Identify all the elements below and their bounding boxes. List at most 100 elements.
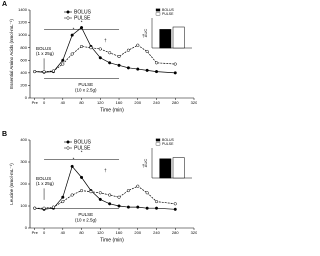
x-tick-label: Pre — [32, 230, 39, 235]
data-point — [126, 189, 130, 193]
data-point — [126, 66, 130, 70]
panel-letter: B — [2, 131, 7, 138]
data-point — [61, 58, 65, 62]
y-tick-label: 300 — [20, 159, 27, 164]
bar — [159, 29, 172, 49]
data-point — [117, 195, 121, 199]
y-tick-label: 400 — [20, 70, 27, 75]
y-tick-label: 1000 — [18, 32, 28, 37]
data-point — [117, 63, 121, 67]
data-point — [51, 205, 55, 209]
y-axis-label: AUC — [143, 29, 148, 38]
legend-swatch — [155, 142, 161, 146]
data-point — [51, 69, 55, 73]
y-axis-label: Essential Amino Acids (nmol·mL⁻¹) — [9, 19, 14, 89]
x-tick-label: 280 — [172, 230, 179, 235]
data-point — [145, 206, 149, 210]
data-point — [117, 204, 121, 208]
series-line — [34, 185, 176, 209]
data-point — [98, 56, 102, 60]
y-axis-label: AUC — [143, 159, 148, 168]
annotation: PULSE — [78, 212, 93, 217]
data-point — [108, 193, 112, 197]
data-point — [108, 202, 112, 206]
x-tick-label: 80 — [79, 100, 84, 105]
data-point — [98, 197, 102, 201]
legend-label: BOLUS — [162, 8, 175, 12]
data-point — [136, 67, 140, 71]
x-tick-label: 160 — [116, 100, 123, 105]
y-tick-label: 1200 — [18, 20, 28, 25]
data-point — [70, 193, 74, 197]
x-tick-label: 280 — [172, 100, 179, 105]
annotation: BOLUS — [36, 46, 51, 51]
legend-marker — [66, 16, 70, 20]
annotation: (1 x 25g) — [36, 181, 54, 186]
bar — [172, 26, 185, 49]
legend-label: PULSE — [162, 142, 174, 146]
y-tick-label: 1400 — [18, 7, 28, 12]
x-tick-label: 240 — [153, 100, 160, 105]
data-point — [154, 200, 159, 204]
data-point — [61, 200, 65, 204]
x-tick-label: 0 — [43, 100, 46, 105]
x-tick-label: 120 — [97, 230, 104, 235]
series-line — [34, 44, 176, 72]
data-point — [98, 191, 102, 195]
data-point — [173, 71, 177, 75]
x-tick-label: 160 — [116, 230, 123, 235]
legend-swatch — [155, 8, 161, 12]
x-tick-label: 80 — [79, 230, 84, 235]
y-tick-label: 400 — [20, 137, 27, 142]
x-tick-label: 120 — [97, 100, 104, 105]
legend-marker — [66, 140, 70, 144]
x-tick-label: 40 — [61, 230, 66, 235]
data-point — [126, 48, 130, 52]
y-axis-label: Leucine (nmol·mL⁻¹) — [9, 163, 14, 205]
data-point — [42, 70, 46, 74]
annotation: * — [73, 27, 75, 32]
data-point — [108, 61, 112, 65]
annotation: BOLUS — [36, 176, 51, 181]
data-point — [154, 70, 159, 74]
legend-swatch — [155, 138, 161, 142]
annotation: † — [142, 164, 145, 169]
annotation: † — [104, 168, 107, 173]
annotation: * — [81, 150, 83, 155]
data-point — [33, 70, 37, 74]
data-point — [70, 33, 74, 37]
data-point — [61, 195, 65, 199]
data-point — [70, 164, 74, 168]
inset-frame — [152, 148, 192, 178]
y-tick-label: 200 — [20, 82, 27, 87]
panel-letter: A — [2, 1, 7, 8]
legend-label: BOLUS — [74, 9, 92, 15]
y-tick-label: 200 — [20, 181, 27, 186]
data-point — [136, 205, 140, 209]
x-tick-label: 320 — [191, 230, 197, 235]
data-point — [173, 207, 177, 211]
x-tick-label: 0 — [43, 230, 46, 235]
data-point — [61, 62, 65, 66]
y-tick-label: 600 — [20, 57, 27, 62]
legend-label: PULSE — [162, 12, 174, 16]
bar — [172, 157, 185, 179]
annotation: * — [81, 20, 83, 25]
x-tick-label: 200 — [134, 230, 141, 235]
data-point — [79, 44, 84, 49]
annotation: † — [104, 38, 107, 43]
y-tick-label: 0 — [25, 95, 28, 100]
legend-label: PULSE — [74, 145, 91, 151]
legend-swatch — [155, 12, 161, 16]
x-axis-label: Time (min) — [100, 237, 124, 243]
legend-label: BOLUS — [74, 139, 92, 145]
bar — [159, 158, 172, 179]
data-point — [79, 189, 84, 193]
data-point — [33, 206, 37, 210]
legend-marker — [66, 146, 70, 150]
x-tick-label: 40 — [61, 100, 66, 105]
data-point — [145, 68, 149, 72]
annotation: PULSE — [78, 82, 93, 87]
data-point — [79, 175, 84, 179]
x-tick-label: Pre — [32, 100, 39, 105]
